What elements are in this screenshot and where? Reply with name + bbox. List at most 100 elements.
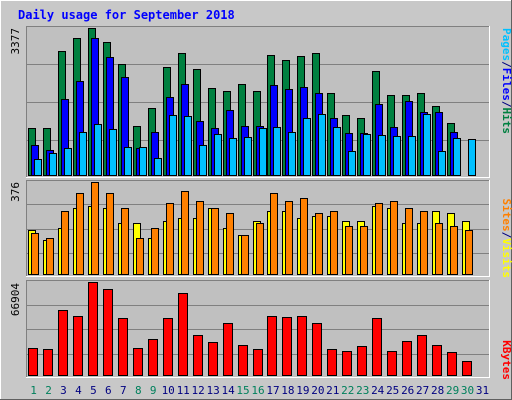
bar-sites-day-16 (256, 223, 264, 275)
x-tick-label-11: 11 (177, 384, 190, 397)
bar-pages-day-10 (169, 115, 177, 176)
x-tick-label-29: 29 (446, 384, 459, 397)
bar-sites-day-27 (420, 211, 428, 275)
bar-pages-day-24 (378, 135, 386, 176)
bar-pages-day-20 (318, 114, 326, 176)
x-tick-label-5: 5 (90, 384, 97, 397)
bar-sites-day-19 (300, 198, 308, 275)
bar-kbytes-day-23 (357, 346, 367, 376)
bar-sites-day-30 (465, 230, 473, 275)
bar-sites-day-20 (315, 213, 323, 275)
legend-sep-2: / (500, 101, 512, 108)
x-tick-label-18: 18 (281, 384, 294, 397)
bar-sites-day-3 (61, 211, 69, 275)
bar-kbytes-day-26 (402, 341, 412, 376)
bar-pages-day-7 (124, 147, 132, 176)
bar-pages-day-30 (468, 139, 476, 176)
bar-sites-day-14 (226, 213, 234, 275)
bar-pages-day-2 (49, 153, 57, 176)
bar-sites-day-5 (91, 182, 99, 275)
bar-pages-day-19 (303, 118, 311, 176)
bar-kbytes-day-27 (417, 335, 427, 376)
ymax-label-kbytes: 66904 (9, 283, 22, 316)
bar-kbytes-day-16 (253, 349, 263, 376)
bar-pages-day-9 (154, 158, 162, 176)
legend-visits: Visits (500, 238, 512, 278)
bar-kbytes-day-13 (208, 342, 218, 376)
x-tick-label-28: 28 (431, 384, 444, 397)
bar-pages-day-26 (408, 136, 416, 176)
bar-sites-day-4 (76, 193, 84, 275)
legend-sep-3: / (500, 232, 512, 239)
bar-sites-day-21 (330, 211, 338, 275)
x-tick-label-6: 6 (105, 384, 112, 397)
bar-sites-day-25 (390, 201, 398, 275)
bar-pages-day-11 (184, 116, 192, 176)
bar-sites-day-11 (181, 191, 189, 275)
bar-pages-day-3 (64, 148, 72, 176)
bar-kbytes-day-6 (103, 289, 113, 376)
legend-kbytes: KBytes (500, 340, 512, 380)
bar-kbytes-day-22 (342, 351, 352, 376)
bar-pages-day-15 (244, 137, 252, 176)
bar-kbytes-day-30 (462, 361, 472, 376)
bar-kbytes-day-20 (312, 323, 322, 376)
chart-title: Daily usage for September 2018 (18, 8, 235, 22)
bar-pages-day-29 (453, 138, 461, 176)
bar-pages-day-8 (139, 147, 147, 176)
kbytes-panel (26, 280, 490, 378)
legend-files: Files (500, 68, 512, 101)
hits-files-pages-panel (26, 26, 490, 178)
bar-kbytes-day-4 (73, 316, 83, 376)
bar-pages-day-13 (214, 134, 222, 176)
bar-sites-day-26 (405, 208, 413, 275)
legend-sites-visits: Sites/Visits (500, 199, 512, 279)
bar-pages-day-28 (438, 151, 446, 176)
bar-sites-day-24 (375, 203, 383, 275)
bar-kbytes-day-25 (387, 351, 397, 376)
bar-sites-day-10 (166, 203, 174, 275)
x-tick-label-27: 27 (416, 384, 429, 397)
bar-sites-day-13 (211, 208, 219, 275)
x-tick-label-3: 3 (60, 384, 67, 397)
x-tick-label-1: 1 (30, 384, 37, 397)
x-tick-label-16: 16 (251, 384, 264, 397)
legend-hits-files-pages: Pages/Files/Hits (500, 28, 512, 134)
x-tick-label-25: 25 (386, 384, 399, 397)
bar-kbytes-day-28 (432, 345, 442, 376)
x-tick-label-13: 13 (206, 384, 219, 397)
legend-pages: Pages (500, 28, 512, 61)
bar-sites-day-28 (435, 223, 443, 275)
bar-sites-day-7 (121, 208, 129, 275)
x-tick-label-31: 31 (476, 384, 489, 397)
bar-kbytes-day-15 (238, 345, 248, 376)
bar-pages-day-14 (229, 138, 237, 176)
x-tick-label-20: 20 (311, 384, 324, 397)
x-tick-label-30: 30 (461, 384, 474, 397)
bar-pages-day-22 (348, 151, 356, 176)
ymax-label-hits: 3377 (9, 28, 22, 55)
x-axis-day-labels: 1 2 3 4 5 6 7 8 9 10 11 12 13 14 15 16 17 18 19 20 21 22 23 24 2… (30, 384, 489, 397)
bar-sites-day-12 (196, 201, 204, 275)
bar-pages-day-25 (393, 136, 401, 176)
bar-pages-day-21 (333, 127, 341, 176)
sites-visits-panel (26, 180, 490, 277)
bar-sites-day-2 (46, 238, 54, 275)
bar-pages-day-1 (34, 159, 42, 176)
legend-sep-1: / (500, 61, 512, 68)
bar-pages-day-6 (109, 129, 117, 176)
bar-sites-day-18 (285, 201, 293, 275)
bar-kbytes-day-8 (133, 348, 143, 376)
x-tick-label-2: 2 (45, 384, 52, 397)
bar-sites-day-8 (136, 238, 144, 275)
bar-sites-day-6 (106, 193, 114, 275)
bar-sites-day-1 (31, 233, 39, 275)
x-tick-label-8: 8 (135, 384, 142, 397)
bar-kbytes-day-24 (372, 318, 382, 376)
bar-pages-day-12 (199, 145, 207, 176)
x-tick-label-12: 12 (191, 384, 204, 397)
x-tick-label-17: 17 (266, 384, 279, 397)
bar-kbytes-day-19 (297, 316, 307, 376)
x-tick-label-24: 24 (371, 384, 385, 397)
bar-sites-day-17 (270, 193, 278, 275)
